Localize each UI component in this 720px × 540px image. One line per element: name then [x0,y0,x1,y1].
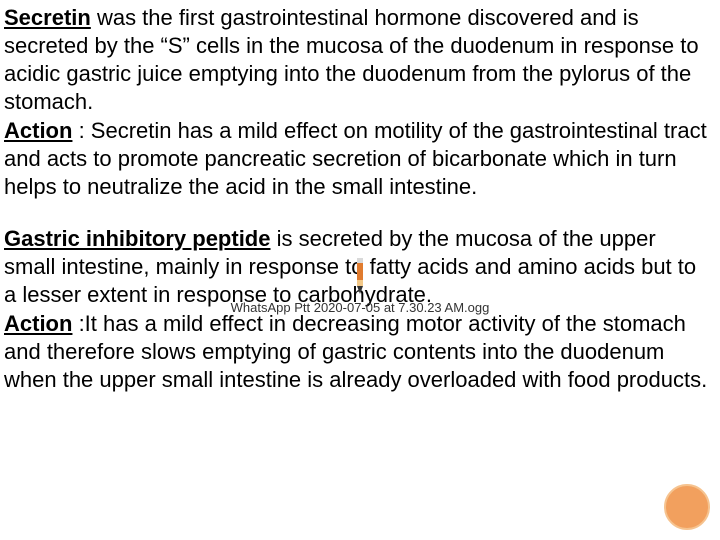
secretin-body-text: was the first gastrointestinal hormone d… [4,5,699,114]
secretin-action-paragraph: Action : Secretin has a mild effect on m… [4,117,712,201]
slide-content: Secretin was the first gastrointestinal … [0,0,720,540]
secretin-heading: Secretin [4,5,91,30]
gip-action-text: :It has a mild effect in decreasing moto… [4,311,707,392]
gip-action-label: Action [4,311,72,336]
gip-paragraph: Gastric inhibitory peptide is secreted b… [4,225,712,309]
secretin-paragraph: Secretin was the first gastrointestinal … [4,4,712,117]
secretin-action-text: : Secretin has a mild effect on motility… [4,118,707,199]
gip-heading: Gastric inhibitory peptide [4,226,270,251]
secretin-action-label: Action [4,118,72,143]
paragraph-spacer [4,201,712,225]
circle-decoration [664,484,710,530]
gip-action-paragraph: Action :It has a mild effect in decreasi… [4,310,712,394]
